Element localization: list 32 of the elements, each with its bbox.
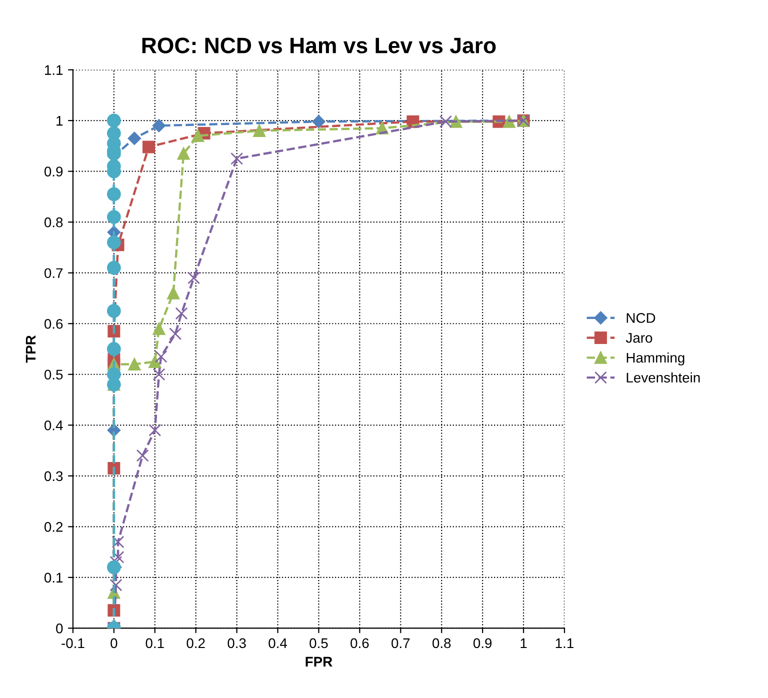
x-axis-title: FPR: [306, 656, 332, 666]
legend-label: Hamming: [626, 352, 684, 366]
x-tick-label: -0.1: [62, 638, 84, 648]
legend-label: Levenshtein: [626, 372, 700, 383]
y-tick-label: 0.5: [44, 370, 63, 380]
x-tick-label: 0.5: [310, 638, 328, 648]
x-tick-label: 1: [520, 638, 527, 648]
y-axis-title: TPR: [26, 335, 36, 363]
x-tick-label: 0: [110, 638, 118, 648]
x-tick-label: 1.1: [556, 638, 574, 648]
y-tick-label: 0.7: [44, 268, 63, 278]
legend-label: NCD: [626, 313, 656, 323]
y-tick-label: 0.8: [44, 217, 63, 228]
x-tick-label: 0.4: [268, 638, 288, 648]
y-tick-label: 0.6: [44, 318, 63, 329]
y-tick-label: 0.9: [44, 166, 63, 176]
chart-title: ROC: NCD vs Ham vs Lev vs Jaro: [142, 38, 496, 54]
y-tick-label: 0: [56, 624, 63, 634]
y-tick-label: 1.1: [44, 65, 63, 75]
legend-label: Jaro: [626, 333, 652, 343]
x-tick-label: 0.6: [350, 638, 369, 648]
x-tick-label: 0.8: [432, 638, 451, 648]
y-tick-label: 0.1: [44, 572, 63, 583]
x-tick-label: 0.2: [186, 638, 205, 648]
y-tick-label: 0.4: [44, 420, 63, 430]
y-tick-label: 0.3: [44, 471, 63, 482]
x-tick-label: 0.7: [392, 638, 410, 648]
x-tick-label: 0.3: [228, 638, 246, 648]
y-tick-label: 1: [56, 116, 63, 126]
x-tick-label: 0.1: [146, 638, 164, 648]
y-tick-label: 0.2: [44, 522, 63, 532]
x-tick-label: 0.9: [473, 638, 492, 648]
